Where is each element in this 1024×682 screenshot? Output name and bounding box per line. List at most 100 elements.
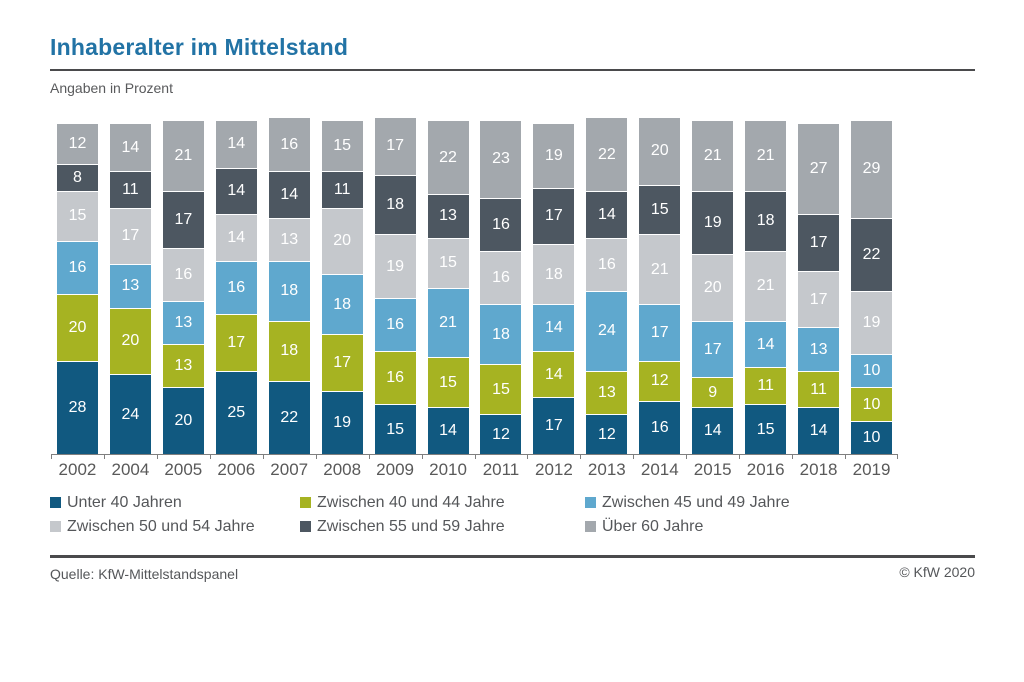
bar-segment: 20 [321,207,363,275]
bar-segment: 16 [586,237,628,291]
footer-divider [50,555,975,558]
axis-tick [739,454,741,459]
bar-segment: 14 [533,304,575,351]
bar-segment: 21 [162,121,204,191]
legend-label: Über 60 Jahre [602,517,704,535]
bar-segment: 21 [639,234,681,305]
axis-tick [103,454,105,459]
legend-marker [300,497,311,508]
bar-segment: 14 [533,350,575,398]
bar-segment: 21 [745,121,787,191]
x-axis-label: 2015 [693,460,732,479]
bar-segment: 14 [215,121,257,168]
bar-segment: 10 [851,420,893,454]
bar-segment: 18 [321,274,363,335]
bar-2018: 27 17 17 13 11 14 [798,118,840,454]
bar-segment: 14 [215,214,257,261]
bar-segment: 16 [480,197,522,251]
bar-segment: 22 [268,380,310,454]
bar-2013: 22 14 16 24 13 12 [586,118,628,454]
bar-segment: 18 [268,320,310,381]
bar-segment: 17 [321,334,363,391]
legend-label: Unter 40 Jahren [67,493,182,511]
axis-tick [527,454,529,459]
bar-segment: 22 [427,121,469,195]
bar-segment: 21 [692,121,734,191]
x-axis-label: 2018 [799,460,838,479]
x-axis-label: 2009 [376,460,414,479]
bar-segment: 23 [480,121,522,198]
title-divider [50,69,975,71]
bar-segment: 15 [427,237,469,288]
bar-segment: 18 [480,304,522,365]
axis-tick [633,454,635,459]
bar-segment: 9 [692,377,734,408]
bar-segment: 17 [533,397,575,454]
legend-item: Zwischen 45 und 49 Jahre [585,492,975,513]
copyright-text: © KfW 2020 [899,564,975,580]
bar-segment: 14 [215,167,257,215]
bar-segment: 14 [798,407,840,454]
bar-segment: 8 [56,164,98,191]
x-axis-label: 2006 [217,460,256,479]
bar-segment: 15 [639,184,681,235]
x-axis-label: 2007 [270,460,309,479]
bar-segment: 14 [745,320,787,368]
bar-segment: 16 [162,247,204,301]
x-axis-label: 2010 [429,460,467,479]
axis-tick [209,454,211,459]
bar-segment: 27 [798,124,840,215]
bar-segment: 14 [586,191,628,238]
bar-segment: 17 [162,190,204,248]
x-axis-label: 2011 [482,460,520,479]
bar-segment: 17 [533,187,575,245]
bar-segment: 22 [586,118,628,192]
bar-segment: 29 [851,121,893,218]
bar-segment: 14 [109,124,151,171]
chart-subtitle: Angaben in Prozent [50,80,173,96]
bar-segment: 15 [321,121,363,171]
source-text: Quelle: KfW-Mittelstandspanel [50,566,239,582]
bar-segment: 24 [586,290,628,371]
bar-segment: 28 [56,360,98,454]
bar-2011: 23 16 16 18 15 12 [480,118,522,454]
legend-label: Zwischen 50 und 54 Jahre [67,517,255,535]
bar-segment: 19 [321,390,363,454]
legend-marker [300,521,311,532]
bar-segment: 13 [427,194,469,238]
legend-item: Zwischen 50 und 54 Jahre [50,516,300,537]
bar-segment: 15 [745,404,787,454]
bar-2006: 14 14 14 16 17 25 [215,118,257,454]
bar-segment: 16 [215,260,257,315]
bar-segment: 18 [374,174,416,235]
bar-segment: 22 [851,217,893,291]
bar-segment: 16 [268,117,310,172]
axis-tick [897,454,898,459]
legend-marker [585,521,596,532]
legend-label: Zwischen 40 und 44 Jahre [317,493,505,511]
bar-2014: 20 15 21 17 12 16 [639,118,681,454]
bar-segment: 16 [480,250,522,305]
bar-segment: 21 [745,250,787,321]
bar-segment: 16 [374,350,416,405]
axis-tick [580,454,582,459]
bar-2005: 21 17 16 13 13 20 [162,118,204,454]
legend-marker [50,521,61,532]
legend-item: Zwischen 55 und 59 Jahre [300,516,585,537]
bar-segment: 15 [427,357,469,408]
axis-tick [792,454,794,459]
bar-segment: 20 [109,307,151,375]
bar-segment: 19 [851,290,893,355]
axis-tick [845,454,847,459]
bar-segment: 16 [639,400,681,454]
bar-segment: 13 [109,264,151,308]
bar-2016: 21 18 21 14 11 15 [745,118,787,454]
x-axis-label: 2016 [746,460,785,479]
legend-label: Zwischen 55 und 59 Jahre [317,517,505,535]
bar-segment: 17 [374,118,416,175]
bar-segment: 14 [268,171,310,218]
bar-segment: 18 [268,261,310,321]
x-axis-label: 2008 [323,460,362,479]
bar-segment: 10 [851,354,893,388]
bar-2004: 14 11 17 13 20 24 [109,118,151,454]
